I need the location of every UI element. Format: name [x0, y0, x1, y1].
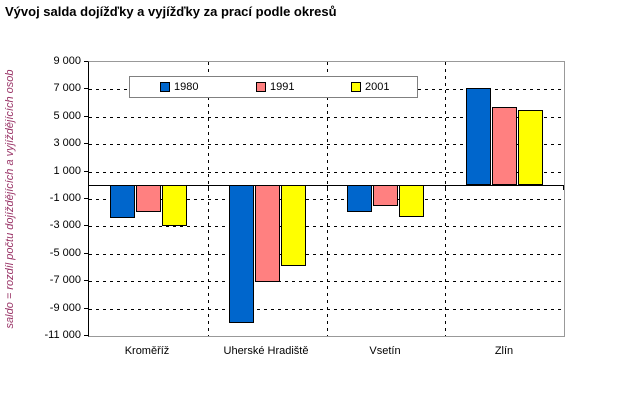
h-gridline — [89, 199, 564, 200]
bar-2001-3 — [518, 110, 543, 185]
y-tick-label: 9 000 — [53, 55, 81, 67]
y-tick-label: 5 000 — [53, 110, 81, 122]
y-axis-tick — [84, 61, 89, 62]
bar-1980-2 — [347, 185, 372, 212]
zero-axis-tick — [445, 185, 446, 190]
bar-2001-2 — [399, 185, 424, 217]
y-tick-label: -11 000 — [44, 329, 82, 341]
y-tick-label: 7 000 — [53, 82, 81, 94]
h-gridline — [89, 281, 564, 282]
legend-item-1991: 1991 — [256, 81, 294, 93]
bar-1991-1 — [255, 185, 280, 282]
h-gridline — [89, 117, 564, 118]
legend-label: 1980 — [174, 81, 199, 93]
legend: 1980 1991 2001 — [129, 76, 418, 98]
legend-swatch-icon — [160, 82, 170, 92]
zero-axis-tick — [563, 185, 564, 190]
h-gridline — [89, 309, 564, 310]
y-axis-tick — [84, 143, 89, 144]
y-tick-label: -1 000 — [49, 192, 81, 204]
y-axis-tick — [84, 253, 89, 254]
y-tick-label: -5 000 — [49, 247, 81, 259]
bar-1991-3 — [492, 107, 517, 185]
h-gridline — [89, 144, 564, 145]
y-axis-tick — [84, 280, 89, 281]
y-axis-tick — [84, 308, 89, 309]
y-tick-label: 3 000 — [53, 137, 81, 149]
bar-1991-2 — [373, 185, 398, 206]
y-axis-tick — [84, 116, 89, 117]
zero-axis-tick — [327, 185, 328, 190]
h-gridline — [89, 254, 564, 255]
y-axis-tick — [84, 171, 89, 172]
category-label: Vsetín — [369, 345, 401, 357]
y-axis-tick — [84, 198, 89, 199]
y-tick-label: -9 000 — [49, 302, 81, 314]
legend-item-2001: 2001 — [351, 81, 389, 93]
legend-swatch-icon — [351, 82, 361, 92]
legend-label: 1991 — [270, 81, 295, 93]
v-gridline — [208, 62, 209, 336]
bar-2001-1 — [281, 185, 306, 266]
bar-1980-3 — [466, 88, 491, 185]
bar-1980-1 — [229, 185, 254, 323]
y-axis-tick — [84, 88, 89, 89]
v-gridline — [327, 62, 328, 336]
h-gridline — [89, 226, 564, 227]
chart-title: Vývoj salda dojížďky a vyjížďky za prací… — [5, 4, 337, 19]
y-tick-label: -3 000 — [49, 219, 81, 231]
category-label: Kroměříž — [124, 345, 170, 357]
y-axis-tick — [84, 225, 89, 226]
bar-1991-0 — [136, 185, 161, 212]
plot-area — [88, 61, 565, 337]
bar-2001-0 — [162, 185, 187, 226]
h-gridline — [89, 172, 564, 173]
legend-item-1980: 1980 — [160, 81, 198, 93]
v-gridline — [445, 62, 446, 336]
category-label: Zlín — [494, 345, 514, 357]
bar-1980-0 — [110, 185, 135, 218]
legend-swatch-icon — [256, 82, 266, 92]
category-label: Uherské Hradiště — [223, 345, 309, 357]
legend-label: 2001 — [365, 81, 390, 93]
y-tick-label: -7 000 — [49, 274, 81, 286]
y-axis-tick — [84, 335, 89, 336]
zero-axis-line — [89, 185, 564, 186]
zero-axis-tick — [208, 185, 209, 190]
y-tick-label: 1 000 — [53, 165, 81, 177]
